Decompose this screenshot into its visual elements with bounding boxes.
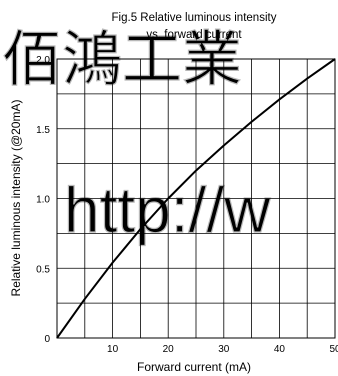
x-tick-label: 50 [329,344,338,355]
tick-labels: 10 20 30 40 50 0 0.5 1.0 1.5 2.0 [36,55,338,355]
y-tick-label: 2.0 [36,55,50,66]
grid [56,58,336,339]
y-tick-label: 1.0 [36,195,50,206]
axes [56,58,336,339]
chart-title-line2: vs. forward current [146,29,242,41]
y-tick-label: 0 [44,334,50,345]
x-tick-label: 30 [218,344,230,355]
x-tick-label: 10 [107,344,119,355]
x-tick-label: 20 [163,344,175,355]
series [56,58,336,339]
y-axis-label: Relative luminous intensity (@20mA) [9,100,23,297]
x-tick-label: 40 [274,344,286,355]
y-tick-label: 0.5 [36,264,50,275]
y-tick-label: 1.5 [36,125,50,136]
plot-frame [56,58,336,339]
watermark-url: http://w [64,174,271,246]
chart-title-line1: Fig.5 Relative luminous intensity [112,12,277,24]
x-axis-label: Forward current (mA) [137,360,251,374]
